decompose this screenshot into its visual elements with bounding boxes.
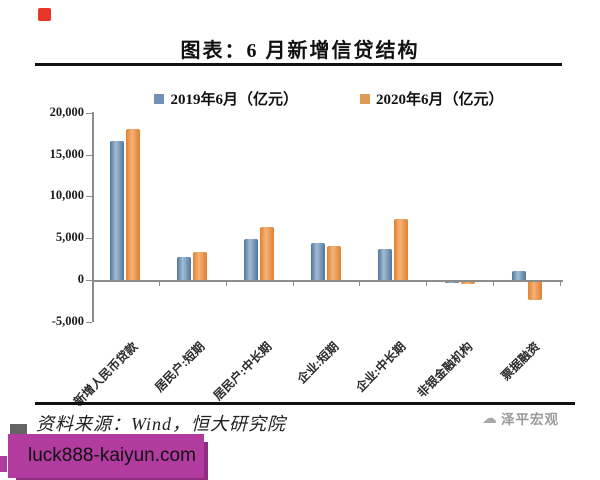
x-tick-mark [560,281,561,286]
bar-2020-5 [460,282,475,285]
footer-rule [35,402,575,405]
source-text: 资料来源：Wind，恒大研究院 [36,414,287,434]
x-tick-mark [158,281,160,286]
legend-label: 2020年6月（亿元） [376,92,504,108]
y-tick-label: -5,000 [51,313,84,328]
x-tick-mark [225,281,227,286]
bar-2019-0 [110,141,125,280]
legend-swatch-icon [360,93,370,104]
y-tick-mark [86,280,92,281]
x-tick-mark [292,281,294,286]
x-tick-mark [493,281,495,286]
bar-2020-6 [527,282,542,300]
y-tick-mark [86,238,92,240]
chart-title: 图表：6 月新增信贷结构 [180,40,420,62]
legend-label: 2019年6月（亿元） [170,92,298,108]
x-tick-mark [359,281,361,286]
promo-banner: luck888-kaiyun.com [8,434,204,478]
cloud-icon: ☁ [482,409,497,427]
bar-2019-5 [444,282,459,284]
bar-2019-4 [377,248,392,280]
watermark-text: 泽平宏观 [501,412,559,427]
bar-2020-0 [126,128,141,280]
y-tick-label: 10,000 [49,188,84,203]
banner-left-chip [0,456,7,472]
bar-2019-1 [177,257,192,280]
legend: 2019年6月（亿元） 2020年6月（亿元） [0,88,600,109]
watermark: ☁ 泽平宏观 [482,408,559,428]
y-tick-label: 5,000 [55,230,84,245]
promo-banner-text: luck888-kaiyun.com [28,445,196,466]
x-axis-zero-line [92,280,563,282]
y-tick-label: 20,000 [49,104,84,119]
x-tick-mark [426,281,428,286]
banner-grey-square [10,424,27,436]
bar-2020-4 [393,218,408,280]
legend-item-1: 2020年6月（亿元） [360,88,504,109]
y-axis-line [92,112,94,322]
legend-item-0: 2019年6月（亿元） [154,88,298,109]
y-tick-mark [86,321,92,323]
bar-2019-3 [311,243,325,280]
y-tick-label: 0 [77,272,84,286]
legend-swatch-icon [154,93,165,104]
y-tick-label: 15,000 [49,146,84,161]
bar-2020-1 [193,251,208,280]
title-underline [35,63,562,66]
bar-2019-2 [244,239,259,280]
y-tick-mark [86,112,92,114]
y-tick-mark [86,196,92,198]
bar-2020-2 [260,226,275,280]
bar-2020-3 [327,246,341,280]
y-tick-mark [86,154,92,156]
red-square-marker [38,8,51,21]
bar-2019-6 [511,270,526,280]
